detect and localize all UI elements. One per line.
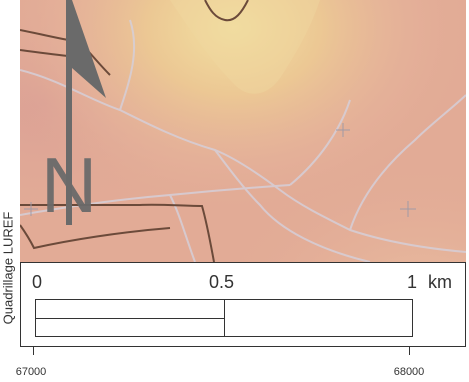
north-letter: N [41,141,97,229]
scale-bar: 0 0.5 1 km [20,262,466,347]
coord-tick-right [409,347,410,355]
road [349,94,466,231]
scale-segment-lower-right [224,299,413,337]
road [169,194,196,263]
coord-label-right: 68000 [393,366,425,378]
scale-segment-lower-left [35,318,225,337]
coord-tick-left [33,347,34,355]
scale-bar-graphic [35,299,413,337]
north-arrow-flag [72,0,106,98]
road [20,184,291,216]
road [214,149,371,263]
roads [20,19,466,263]
scale-label-unit: km [428,272,452,292]
road [20,69,466,253]
road [119,19,136,111]
scale-label-start: 0 [32,272,43,292]
scale-label-end: 1 [407,272,418,292]
grid-system-label: Quadrillage LUREF [0,211,16,325]
scale-label-mid: 0.5 [209,272,235,292]
boundary-line [20,224,171,250]
north-arrow-shaft [66,0,72,225]
coord-label-left: 67000 [15,366,47,378]
road [289,99,351,186]
boundary-line [204,0,249,22]
boundary-line [20,49,69,57]
north-arrow: N [41,0,106,229]
yellow-ridge [170,0,320,94]
grid-crosses [24,123,416,217]
